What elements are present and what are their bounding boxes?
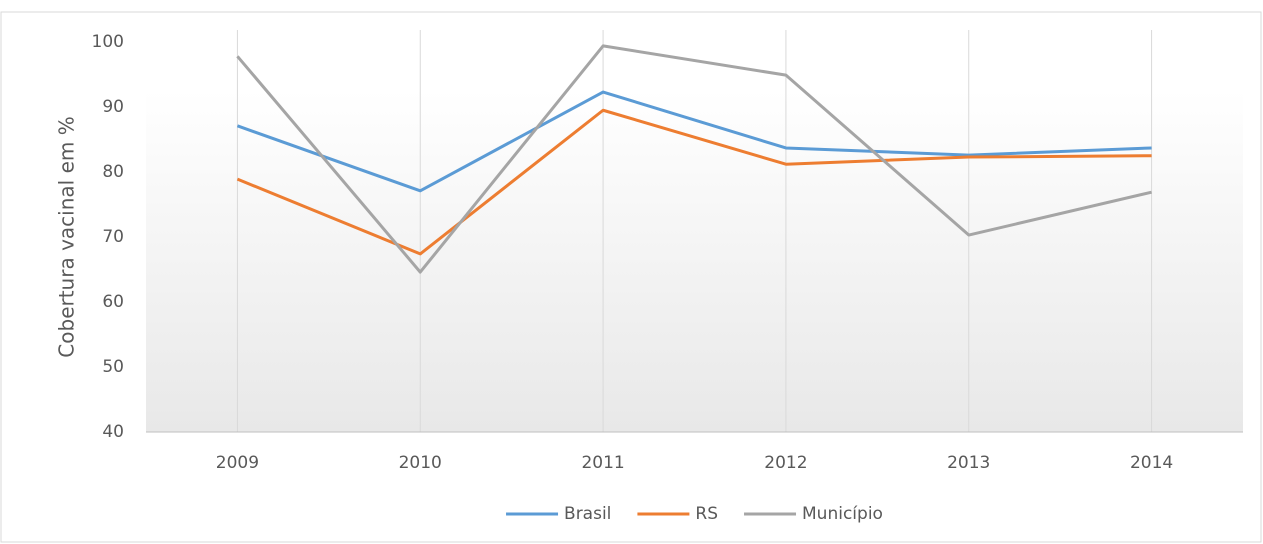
- series-line: [236, 90, 1152, 193]
- y-tick-label: 80: [102, 162, 124, 182]
- plot-area: [146, 30, 1243, 432]
- series-line: [236, 108, 1152, 256]
- y-tick-label: 100: [92, 32, 124, 52]
- y-tick-label: 40: [102, 422, 124, 442]
- legend-label: Brasil: [564, 504, 611, 524]
- x-tick-label: 2011: [581, 453, 624, 473]
- series-line: [236, 44, 1152, 274]
- x-tick-label: 2014: [1130, 453, 1173, 473]
- x-tick-label: 2012: [764, 453, 807, 473]
- y-tick-label: 50: [102, 357, 124, 377]
- legend-label: RS: [695, 504, 718, 524]
- y-tick-label: 60: [102, 292, 124, 312]
- x-tick-label: 2009: [216, 453, 259, 473]
- y-axis-label: Cobertura vacinal em %: [55, 116, 79, 357]
- x-tick-label: 2013: [947, 453, 990, 473]
- y-tick-label: 90: [102, 97, 124, 117]
- legend-label: Município: [802, 504, 883, 524]
- x-tick-label: 2010: [399, 453, 442, 473]
- y-tick-label: 70: [102, 227, 124, 247]
